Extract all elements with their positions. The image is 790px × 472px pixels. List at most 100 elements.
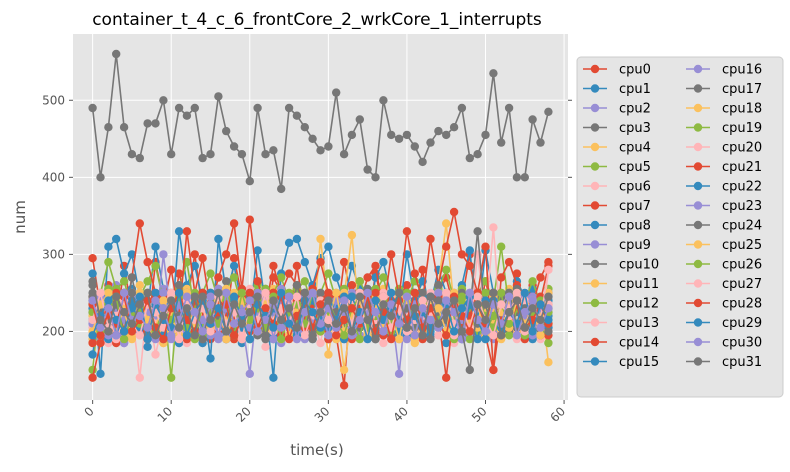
data-point (363, 334, 372, 344)
data-point (159, 311, 168, 321)
legend-marker (693, 337, 703, 347)
data-point (261, 304, 270, 313)
data-point (300, 277, 309, 286)
data-point (544, 257, 553, 267)
data-point (308, 331, 317, 340)
legend-item-cpu13: cpu13 (583, 316, 659, 331)
data-point (442, 242, 451, 251)
data-point (143, 323, 152, 332)
data-point (127, 327, 137, 336)
legend-label: cpu21 (722, 160, 762, 175)
data-point (159, 288, 168, 298)
legend-marker (693, 220, 703, 230)
legend-label: cpu12 (619, 297, 659, 312)
data-point (174, 227, 184, 236)
data-point (363, 288, 372, 298)
data-point (104, 296, 113, 305)
legend-marker (693, 64, 703, 74)
legend-label: cpu14 (619, 336, 659, 351)
data-point (410, 331, 419, 340)
data-point (135, 331, 144, 340)
data-point (434, 319, 443, 328)
data-point (292, 292, 302, 301)
legend-item-cpu19: cpu19 (686, 121, 762, 136)
data-point (198, 334, 207, 344)
data-point (434, 288, 443, 298)
data-point (465, 153, 474, 163)
data-point (284, 292, 294, 301)
data-point (434, 281, 443, 290)
data-point (198, 292, 207, 301)
data-point (379, 338, 388, 348)
data-point (245, 296, 254, 305)
data-point (363, 165, 372, 174)
data-point (245, 334, 254, 344)
data-point (442, 338, 451, 348)
data-point (119, 288, 129, 298)
data-point (355, 334, 364, 344)
data-point (174, 269, 184, 278)
legend-label: cpu25 (722, 238, 762, 253)
data-point (292, 281, 302, 290)
data-point (339, 315, 349, 325)
data-point (167, 288, 176, 298)
data-point (135, 373, 144, 382)
data-point (229, 219, 239, 228)
legend-marker (590, 181, 600, 191)
data-point (284, 269, 294, 278)
legend-marker (693, 298, 703, 308)
data-point (434, 331, 443, 340)
data-point (284, 304, 294, 313)
data-point (237, 288, 247, 298)
data-point (410, 269, 419, 278)
data-point (119, 123, 129, 132)
legend-marker (590, 357, 600, 366)
data-point (143, 257, 152, 267)
data-point (473, 334, 482, 344)
data-point (394, 288, 404, 298)
data-point (418, 265, 427, 274)
data-point (88, 277, 97, 286)
data-point (379, 273, 388, 282)
legend-item-cpu5: cpu5 (583, 160, 651, 175)
data-point (410, 304, 419, 313)
legend-label: cpu9 (619, 238, 651, 253)
legend-marker (590, 201, 600, 210)
data-point (332, 331, 341, 340)
data-point (449, 207, 459, 217)
data-point (528, 327, 537, 336)
data-point (536, 323, 545, 332)
data-point (473, 300, 482, 309)
data-point (151, 296, 160, 305)
legend-marker (590, 220, 600, 230)
data-point (504, 257, 514, 267)
legend-item-cpu15: cpu15 (583, 355, 659, 370)
legend-item-cpu2: cpu2 (583, 102, 651, 117)
legend-frame (576, 56, 784, 398)
legend-label: cpu11 (619, 277, 659, 292)
legend-item-cpu14: cpu14 (583, 336, 659, 351)
legend-label: cpu31 (722, 355, 762, 370)
data-point (481, 300, 490, 309)
data-point (371, 334, 380, 344)
data-point (174, 281, 184, 290)
data-point (222, 250, 231, 259)
legend-item-cpu30: cpu30 (686, 336, 762, 351)
data-point (143, 288, 152, 298)
legend-label: cpu19 (722, 121, 762, 136)
data-point (387, 334, 396, 344)
data-point (135, 219, 144, 228)
data-point (402, 130, 412, 140)
data-point (222, 288, 231, 298)
legend-label: cpu4 (619, 141, 651, 156)
data-point (198, 327, 207, 336)
data-point (544, 315, 553, 325)
data-point (104, 327, 113, 336)
data-point (269, 146, 278, 155)
data-point (167, 331, 176, 340)
data-point (512, 288, 522, 298)
data-point (520, 288, 529, 298)
legend-label: cpu6 (619, 180, 651, 195)
legend-item-cpu31: cpu31 (686, 355, 762, 370)
data-point (151, 261, 160, 271)
